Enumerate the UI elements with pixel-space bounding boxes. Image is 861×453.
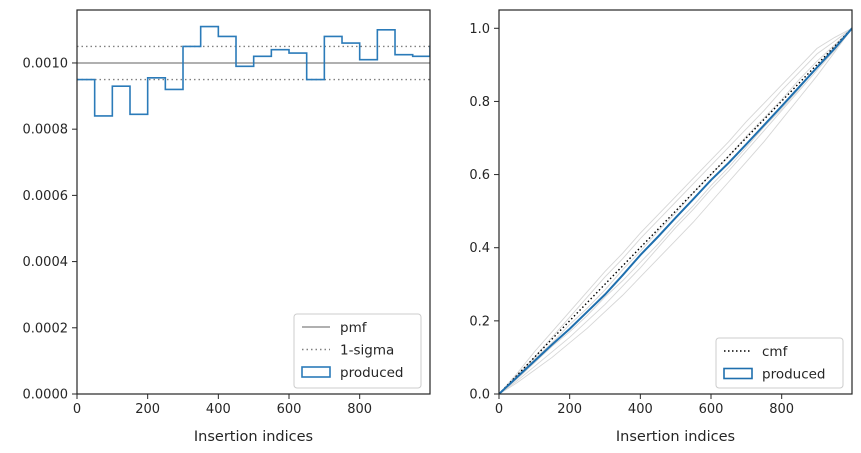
background-curve: [499, 28, 852, 394]
background-curve: [499, 28, 852, 394]
produced-line: [499, 27, 852, 394]
right-plot-frame: [498, 9, 853, 395]
background-curve: [499, 27, 852, 394]
right-legend: cmf produced: [715, 337, 844, 389]
legend-swatch: [301, 366, 331, 378]
background-curve: [499, 27, 852, 394]
x-tick-label: 200: [557, 402, 582, 417]
x-tick-label: 200: [135, 402, 160, 417]
x-tick-label: 800: [347, 402, 372, 417]
legend-swatch: [723, 367, 753, 380]
legend-label: produced: [340, 365, 404, 381]
y-tick-label: 0.0008: [23, 123, 69, 138]
left-plot-lines: [77, 25, 430, 117]
right-x-axis-label: Insertion indices: [616, 429, 735, 445]
chart-right-cmf: 0 200 400 600 800 0.0 0.2 0.4 0.6 0.8 1.0 Insertio…: [469, 9, 853, 445]
y-tick-label: 0.2: [469, 314, 490, 329]
y-tick-label: 0.0006: [23, 189, 69, 204]
y-tick-label: 0.8: [469, 95, 490, 110]
x-tick-label: 0: [495, 402, 503, 417]
y-tick-label: 0.6: [469, 168, 490, 183]
legend-label: produced: [762, 367, 826, 383]
y-tick-label: 0.0: [469, 388, 490, 403]
chart-left-pmf: 0 200 400 600 800 0.0000 0.0002 0.0004 0.0006 0.0…: [23, 9, 431, 445]
legend-frame: [293, 313, 422, 389]
background-curve: [499, 27, 852, 394]
legend-label: 1-sigma: [340, 343, 394, 359]
left-plot-frame: [76, 9, 431, 395]
y-tick-label: 1.0: [469, 22, 490, 37]
background-curve: [499, 27, 852, 394]
left-legend: pmf 1-sigma produced: [293, 313, 422, 389]
y-tick-label: 0.0004: [23, 255, 69, 270]
cmf-line: [499, 27, 852, 394]
left-x-axis-label: Insertion indices: [194, 429, 313, 445]
x-tick-label: 600: [699, 402, 724, 417]
x-tick-label: 400: [206, 402, 231, 417]
legend-label: pmf: [340, 320, 368, 336]
produced-step: [77, 25, 430, 117]
x-tick-label: 800: [769, 402, 794, 417]
right-plot-lines: [499, 27, 852, 394]
legend-frame: [715, 337, 844, 389]
x-tick-label: 400: [628, 402, 653, 417]
y-tick-label: 0.0000: [23, 388, 69, 403]
y-tick-label: 0.0002: [23, 321, 69, 336]
x-tick-label: 0: [73, 402, 81, 417]
right-ticks: 0 200 400 600 800 0.0 0.2 0.4 0.6 0.8 1.0: [469, 22, 794, 417]
y-tick-label: 0.0010: [23, 56, 69, 71]
left-ticks: 0 200 400 600 800 0.0000 0.0002 0.0004 0.0006 0.0…: [23, 56, 373, 417]
legend-label: cmf: [762, 344, 789, 360]
x-tick-label: 600: [277, 402, 302, 417]
y-tick-label: 0.4: [469, 241, 490, 256]
